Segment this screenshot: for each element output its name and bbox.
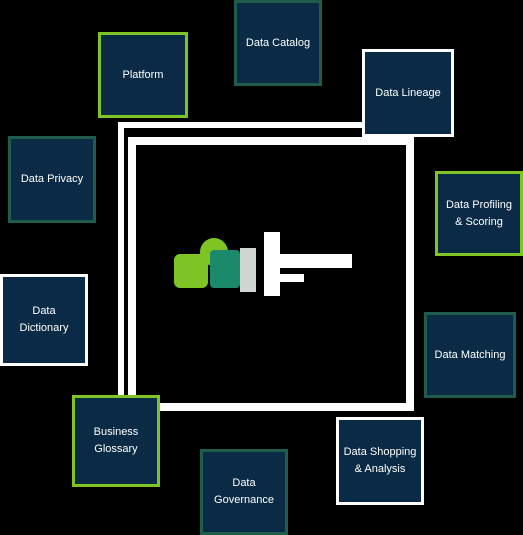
frame-line-top-outer xyxy=(118,122,408,128)
tile-label: Data Dictionary xyxy=(19,305,69,334)
tile-label: Data Profiling & Scoring xyxy=(445,198,513,228)
tile-data-shopping-analysis[interactable]: Data Shopping & Analysis xyxy=(336,417,424,505)
frame-line-left-outer xyxy=(118,128,124,400)
tile-label: Business Glossary xyxy=(93,426,139,455)
tile-data-catalog[interactable]: Data Catalog xyxy=(234,0,322,86)
tile-data-matching[interactable]: Data Matching xyxy=(424,312,516,398)
tile-data-privacy[interactable]: Data Privacy xyxy=(8,136,96,223)
tile-label: Data Privacy xyxy=(20,173,84,185)
tile-data-governance[interactable]: Data Governance xyxy=(200,449,288,535)
tile-label: Data Shopping & Analysis xyxy=(343,446,417,475)
tile-label: Data Lineage xyxy=(375,86,441,99)
tile-data-lineage[interactable]: Data Lineage xyxy=(362,49,454,137)
tile-label: Data Matching xyxy=(434,348,506,361)
tile-label: Platform xyxy=(122,68,164,81)
tile-platform[interactable]: Platform xyxy=(98,32,188,118)
tile-business-glossary[interactable]: Business Glossary xyxy=(72,395,160,487)
cloud-logo-icon xyxy=(174,232,352,296)
tile-label: Data Catalog xyxy=(245,36,311,49)
tile-data-profiling-scoring[interactable]: Data Profiling & Scoring xyxy=(435,171,523,256)
tile-data-dictionary[interactable]: Data Dictionary xyxy=(0,274,88,366)
tile-label: Data Governance xyxy=(214,477,274,506)
